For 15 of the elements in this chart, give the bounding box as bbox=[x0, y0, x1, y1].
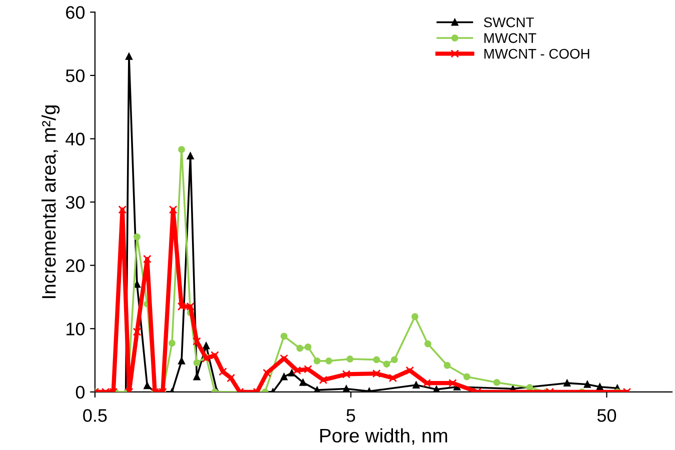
y-tick-label: 50 bbox=[66, 69, 85, 82]
legend-label: MWCNT - COOH bbox=[484, 48, 590, 59]
y-tick-label: 60 bbox=[66, 6, 85, 19]
x-axis-title: Pore width, nm bbox=[320, 428, 448, 445]
y-tick-label: 20 bbox=[66, 259, 85, 272]
x-tick-label: 5 bbox=[346, 409, 356, 422]
x-tick-label: 0.5 bbox=[83, 409, 107, 422]
y-tick-label: 40 bbox=[66, 132, 85, 146]
x-tick-label: 50 bbox=[597, 409, 616, 422]
y-tick-label: 30 bbox=[66, 196, 85, 209]
y-tick-label: 0 bbox=[76, 386, 85, 399]
y-tick-label: 10 bbox=[66, 322, 85, 336]
legend-label: MWCNT bbox=[484, 33, 536, 43]
legend-label: SWCNT bbox=[484, 17, 534, 28]
y-axis-title: Incremental area, m²/g bbox=[41, 105, 60, 298]
